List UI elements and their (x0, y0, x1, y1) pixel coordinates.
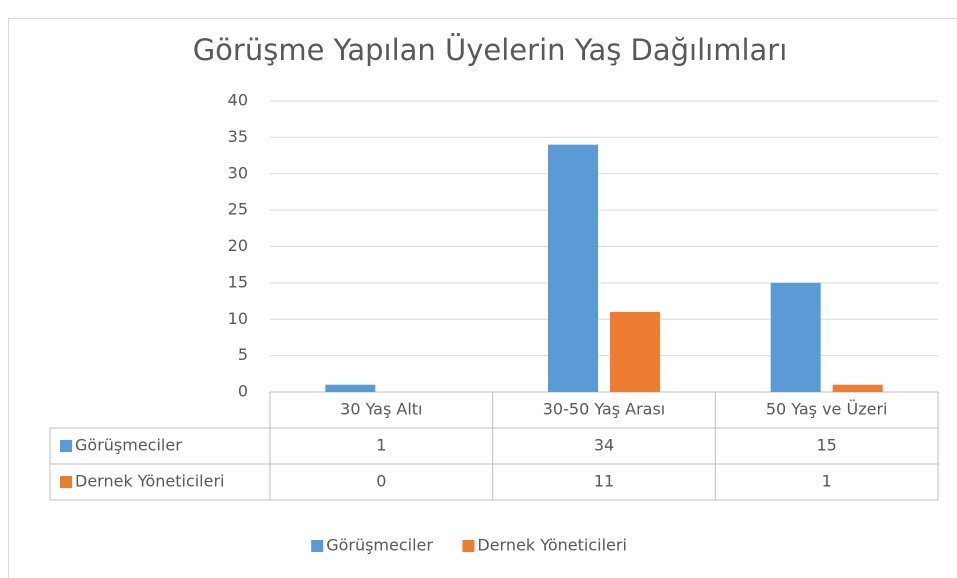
y-tick-label: 10 (228, 309, 248, 328)
y-tick-label: 30 (228, 163, 248, 182)
y-tick-label: 40 (228, 91, 248, 110)
table-cell: 11 (594, 472, 614, 491)
table-cell: 0 (376, 472, 386, 491)
y-tick-label: 15 (228, 272, 248, 291)
table-cell: 1 (822, 472, 832, 491)
table-cell: 34 (594, 436, 614, 455)
y-tick-label: 5 (238, 345, 248, 364)
x-tick-label: 30-50 Yaş Arası (543, 400, 665, 419)
table-cell: 1 (376, 436, 386, 455)
bar (770, 282, 821, 392)
legend-key (60, 440, 72, 452)
x-tick-label: 50 Yaş ve Üzeri (766, 400, 888, 419)
y-tick-label: 35 (228, 127, 248, 146)
legend-key (311, 540, 324, 552)
legend-key (60, 476, 72, 488)
table-cell: 15 (816, 436, 836, 455)
legend-label: Görüşmeciler (326, 536, 433, 555)
y-tick-label: 25 (228, 200, 248, 219)
table-row-label: Görüşmeciler (75, 436, 182, 455)
chart-title: Görüşme Yapılan Üyelerin Yaş Dağılımları (193, 33, 788, 67)
bar (548, 144, 598, 392)
table-row-label: Dernek Yöneticileri (75, 472, 225, 491)
legend-label: Dernek Yöneticileri (477, 536, 627, 555)
y-tick-label: 0 (238, 382, 248, 401)
y-tick-label: 20 (228, 236, 248, 255)
bar (832, 384, 883, 392)
legend-key (462, 540, 475, 552)
bar (325, 384, 376, 392)
bar (610, 311, 660, 392)
x-tick-label: 30 Yaş Altı (340, 400, 422, 419)
